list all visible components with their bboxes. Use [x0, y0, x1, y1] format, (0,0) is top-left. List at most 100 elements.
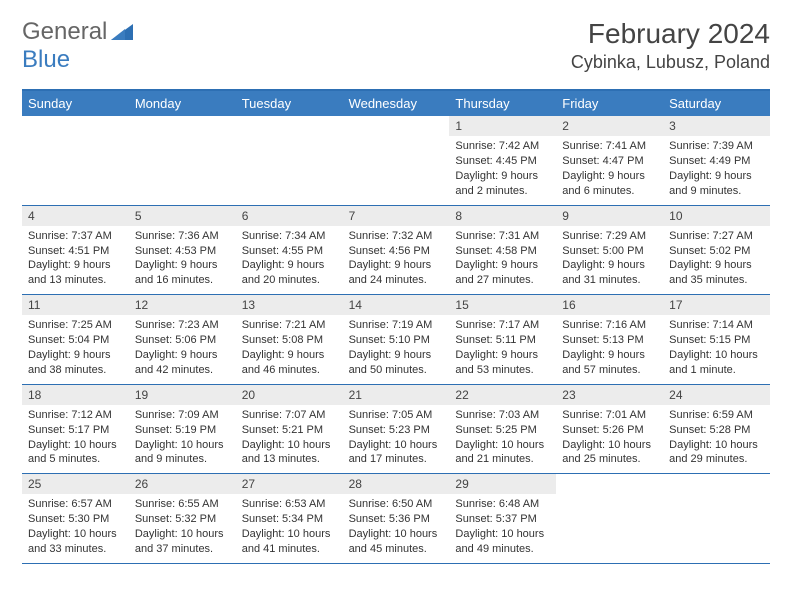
cell-line-sunset: Sunset: 5:23 PM — [349, 423, 444, 438]
cell-line-sunset: Sunset: 5:02 PM — [669, 244, 764, 259]
cell-line-sunrise: Sunrise: 7:07 AM — [242, 408, 337, 423]
cell-line-day2: and 57 minutes. — [562, 363, 657, 378]
cell-body: Sunrise: 7:17 AMSunset: 5:11 PMDaylight:… — [449, 315, 556, 383]
cell-line-sunrise: Sunrise: 7:36 AM — [135, 229, 230, 244]
cell-line-sunset: Sunset: 4:45 PM — [455, 154, 550, 169]
cell-line-sunset: Sunset: 4:51 PM — [28, 244, 123, 259]
calendar-cell: 26 Sunrise: 6:55 AMSunset: 5:32 PMDayligh… — [129, 474, 236, 563]
day-header: Friday — [556, 91, 663, 116]
day-number: 17 — [663, 295, 770, 315]
cell-line-sunrise: Sunrise: 6:53 AM — [242, 497, 337, 512]
cell-line-day2: and 25 minutes. — [562, 452, 657, 467]
cell-body: Sunrise: 7:21 AMSunset: 5:08 PMDaylight:… — [236, 315, 343, 383]
cell-line-sunrise: Sunrise: 7:23 AM — [135, 318, 230, 333]
cell-line-sunset: Sunset: 5:32 PM — [135, 512, 230, 527]
calendar-cell: 13Sunrise: 7:21 AMSunset: 5:08 PMDayligh… — [236, 295, 343, 384]
cell-line-sunset: Sunset: 5:28 PM — [669, 423, 764, 438]
cell-line-day1: Daylight: 9 hours — [28, 258, 123, 273]
cell-line-day2: and 45 minutes. — [349, 542, 444, 557]
calendar-cell: 7Sunrise: 7:32 AMSunset: 4:56 PMDaylight… — [343, 206, 450, 295]
cell-line-sunrise: Sunrise: 6:48 AM — [455, 497, 550, 512]
month-year: February 2024 — [571, 18, 770, 50]
cell-line-day1: Daylight: 10 hours — [669, 438, 764, 453]
cell-line-day2: and 33 minutes. — [28, 542, 123, 557]
day-number: 28 — [343, 474, 450, 494]
calendar-cell: 28Sunrise: 6:50 AMSunset: 5:36 PMDayligh… — [343, 474, 450, 563]
cell-line-sunrise: Sunrise: 7:09 AM — [135, 408, 230, 423]
day-number: 29 — [449, 474, 556, 494]
calendar-cell: 24Sunrise: 6:59 AMSunset: 5:28 PMDayligh… — [663, 385, 770, 474]
cell-body: Sunrise: 7:23 AMSunset: 5:06 PMDaylight:… — [129, 315, 236, 383]
cell-line-day2: and 42 minutes. — [135, 363, 230, 378]
cell-line-sunset: Sunset: 5:17 PM — [28, 423, 123, 438]
calendar-cell: 8Sunrise: 7:31 AMSunset: 4:58 PMDaylight… — [449, 206, 556, 295]
cell-body: Sunrise: 7:19 AMSunset: 5:10 PMDaylight:… — [343, 315, 450, 383]
calendar-cell: 14Sunrise: 7:19 AMSunset: 5:10 PMDayligh… — [343, 295, 450, 384]
cell-body: Sunrise: 7:31 AMSunset: 4:58 PMDaylight:… — [449, 226, 556, 294]
logo-triangle-icon — [111, 22, 135, 42]
calendar-cell: 10Sunrise: 7:27 AMSunset: 5:02 PMDayligh… — [663, 206, 770, 295]
cell-line-day1: Daylight: 10 hours — [28, 438, 123, 453]
day-number: 6 — [236, 206, 343, 226]
day-header: Wednesday — [343, 91, 450, 116]
calendar-cell: 11Sunrise: 7:25 AMSunset: 5:04 PMDayligh… — [22, 295, 129, 384]
cell-line-day2: and 5 minutes. — [28, 452, 123, 467]
cell-line-sunset: Sunset: 5:25 PM — [455, 423, 550, 438]
calendar-cell: 12Sunrise: 7:23 AMSunset: 5:06 PMDayligh… — [129, 295, 236, 384]
cell-line-day2: and 31 minutes. — [562, 273, 657, 288]
cell-body: Sunrise: 7:36 AMSunset: 4:53 PMDaylight:… — [129, 226, 236, 294]
cell-line-day1: Daylight: 9 hours — [455, 258, 550, 273]
cell-line-day1: Daylight: 9 hours — [242, 348, 337, 363]
cell-line-sunrise: Sunrise: 7:19 AM — [349, 318, 444, 333]
cell-line-day1: Daylight: 10 hours — [669, 348, 764, 363]
day-number: 7 — [343, 206, 450, 226]
calendar-cell: 6Sunrise: 7:34 AMSunset: 4:55 PMDaylight… — [236, 206, 343, 295]
cell-line-sunset: Sunset: 5:19 PM — [135, 423, 230, 438]
cell-line-day1: Daylight: 9 hours — [135, 258, 230, 273]
week-row: 11Sunrise: 7:25 AMSunset: 5:04 PMDayligh… — [22, 295, 770, 385]
week-row: 18Sunrise: 7:12 AMSunset: 5:17 PMDayligh… — [22, 385, 770, 475]
calendar-cell: 16Sunrise: 7:16 AMSunset: 5:13 PMDayligh… — [556, 295, 663, 384]
week-row: 1Sunrise: 7:42 AMSunset: 4:45 PMDaylight… — [22, 116, 770, 206]
cell-body: Sunrise: 7:05 AMSunset: 5:23 PMDaylight:… — [343, 405, 450, 473]
header: General February 2024 Cybinka, Lubusz, P… — [22, 18, 770, 73]
cell-line-day1: Daylight: 10 hours — [135, 438, 230, 453]
cell-body: Sunrise: 7:07 AMSunset: 5:21 PMDaylight:… — [236, 405, 343, 473]
cell-line-sunrise: Sunrise: 7:37 AM — [28, 229, 123, 244]
cell-line-sunrise: Sunrise: 7:42 AM — [455, 139, 550, 154]
day-number: 2 — [556, 116, 663, 136]
cell-line-day2: and 1 minute. — [669, 363, 764, 378]
cell-body: Sunrise: 6:59 AMSunset: 5:28 PMDaylight:… — [663, 405, 770, 473]
week-row: 25Sunrise: 6:57 AMSunset: 5:30 PMDayligh… — [22, 474, 770, 564]
day-number: 26 — [129, 474, 236, 494]
cell-line-day1: Daylight: 9 hours — [669, 169, 764, 184]
cell-line-day2: and 27 minutes. — [455, 273, 550, 288]
calendar-cell: 5Sunrise: 7:36 AMSunset: 4:53 PMDaylight… — [129, 206, 236, 295]
cell-line-sunrise: Sunrise: 6:55 AM — [135, 497, 230, 512]
cell-body: Sunrise: 7:12 AMSunset: 5:17 PMDaylight:… — [22, 405, 129, 473]
calendar-cell — [236, 116, 343, 205]
calendar-cell: 18Sunrise: 7:12 AMSunset: 5:17 PMDayligh… — [22, 385, 129, 474]
day-number: 3 — [663, 116, 770, 136]
day-number: 19 — [129, 385, 236, 405]
cell-line-day1: Daylight: 10 hours — [135, 527, 230, 542]
cell-line-day2: and 17 minutes. — [349, 452, 444, 467]
cell-line-sunset: Sunset: 5:30 PM — [28, 512, 123, 527]
cell-line-sunset: Sunset: 5:04 PM — [28, 333, 123, 348]
day-number: 10 — [663, 206, 770, 226]
calendar-cell: 2Sunrise: 7:41 AMSunset: 4:47 PMDaylight… — [556, 116, 663, 205]
cell-line-sunrise: Sunrise: 6:57 AM — [28, 497, 123, 512]
cell-line-day1: Daylight: 9 hours — [242, 258, 337, 273]
calendar-cell: 20Sunrise: 7:07 AMSunset: 5:21 PMDayligh… — [236, 385, 343, 474]
cell-line-day1: Daylight: 9 hours — [349, 348, 444, 363]
day-number: 22 — [449, 385, 556, 405]
cell-body: Sunrise: 7:34 AMSunset: 4:55 PMDaylight:… — [236, 226, 343, 294]
cell-line-sunrise: Sunrise: 7:17 AM — [455, 318, 550, 333]
day-number: 13 — [236, 295, 343, 315]
cell-line-day2: and 20 minutes. — [242, 273, 337, 288]
cell-line-day1: Daylight: 10 hours — [455, 438, 550, 453]
cell-line-sunset: Sunset: 5:37 PM — [455, 512, 550, 527]
cell-body: Sunrise: 7:25 AMSunset: 5:04 PMDaylight:… — [22, 315, 129, 383]
cell-body: Sunrise: 7:27 AMSunset: 5:02 PMDaylight:… — [663, 226, 770, 294]
cell-line-sunset: Sunset: 5:21 PM — [242, 423, 337, 438]
